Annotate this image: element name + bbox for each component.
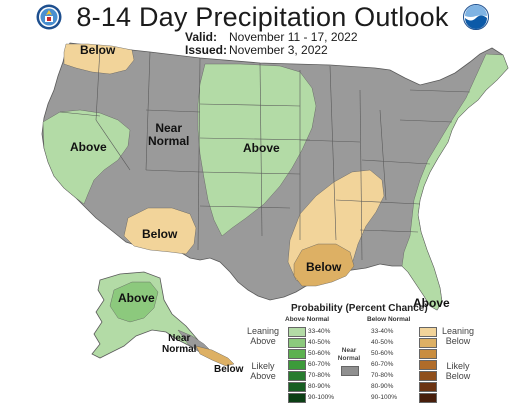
- label-below-nw: Below: [80, 43, 116, 57]
- legend-above-bin-label: 33-40%: [308, 328, 331, 335]
- legend-above-bin-swatch: [288, 338, 306, 348]
- label-below-sw: Below: [142, 227, 178, 241]
- legend-below-bin-label: 50-60%: [371, 350, 394, 357]
- legend-title: Probability (Percent Chance): [291, 303, 428, 314]
- legend-likely-below: Likely Below: [445, 361, 471, 381]
- legend-above-bin-swatch: [288, 349, 306, 359]
- legend-above-bin-label: 40-50%: [308, 339, 331, 346]
- legend-below-bin-label: 40-50%: [371, 339, 394, 346]
- legend-above-bin-label: 60-70%: [308, 361, 331, 368]
- legend-above-bin-swatch: [288, 327, 306, 337]
- region-above-east: [401, 53, 509, 311]
- legend: Probability (Percent Chance) Above Norma…: [243, 303, 523, 403]
- legend-leaning-below: Leaning Below: [441, 326, 475, 346]
- legend-below-bin-swatch: [419, 371, 437, 381]
- legend-above-bin-label: 80-90%: [308, 383, 331, 390]
- valid-label: Valid:: [185, 30, 218, 44]
- alaska-above-medium: [109, 281, 159, 323]
- legend-below-bin-swatch: [419, 382, 437, 392]
- region-below-sw: [123, 207, 197, 255]
- legend-below-heading: Below Normal: [367, 316, 411, 323]
- legend-near-swatch: [341, 366, 359, 376]
- region-below-gulf: [293, 243, 355, 287]
- noaa-logo-icon: [463, 4, 489, 30]
- legend-above-bin-swatch: [288, 393, 306, 403]
- legend-below-bin-label: 80-90%: [371, 383, 394, 390]
- alaska-below: [195, 345, 235, 367]
- legend-below-bin-label: 60-70%: [371, 361, 394, 368]
- legend-above-heading: Above Normal: [285, 316, 330, 323]
- legend-leaning-above: Leaning Above: [246, 326, 280, 346]
- region-below-nw: [63, 43, 135, 75]
- legend-below-bin-swatch: [419, 360, 437, 370]
- legend-above-bin-swatch: [288, 382, 306, 392]
- label-above-plains: Above: [243, 141, 280, 155]
- legend-near-heading: Near Normal: [337, 347, 361, 362]
- page-title: 8-14 Day Precipitation Outlook: [76, 2, 449, 32]
- legend-below-bin-swatch: [419, 327, 437, 337]
- legend-below-bin-label: 90-100%: [371, 394, 398, 401]
- valid-dates: November 11 - 17, 2022: [229, 30, 358, 44]
- label-above-west: Above: [70, 140, 107, 154]
- legend-above-bin-swatch: [288, 371, 306, 381]
- legend-likely-above: Likely Above: [250, 361, 276, 381]
- label-near-normal: Near Normal: [148, 121, 190, 148]
- legend-below-bin-label: 70-80%: [371, 372, 394, 379]
- label-near-normal-ak: Near Normal: [162, 333, 197, 355]
- legend-below-bin-swatch: [419, 338, 437, 348]
- issued-label: Issued:: [185, 43, 228, 57]
- legend-below-bin-swatch: [419, 393, 437, 403]
- legend-above-bin-label: 90-100%: [308, 394, 335, 401]
- state-borders: [59, 47, 471, 261]
- issued-date: November 3, 2022: [229, 43, 328, 57]
- label-above-ak: Above: [118, 291, 155, 305]
- label-below-gulf: Below: [306, 260, 342, 274]
- label-below-ak: Below: [214, 364, 244, 375]
- legend-below-bin-label: 33-40%: [371, 328, 394, 335]
- legend-above-bin-label: 50-60%: [308, 350, 331, 357]
- doc-seal-icon: [36, 4, 62, 30]
- date-info: Valid: November 11 - 17, 2022 Issued: Nove…: [185, 31, 358, 57]
- legend-below-bin-swatch: [419, 349, 437, 359]
- legend-above-bin-label: 70-80%: [308, 372, 331, 379]
- label-above-fl: Above: [413, 296, 450, 310]
- legend-above-bin-swatch: [288, 360, 306, 370]
